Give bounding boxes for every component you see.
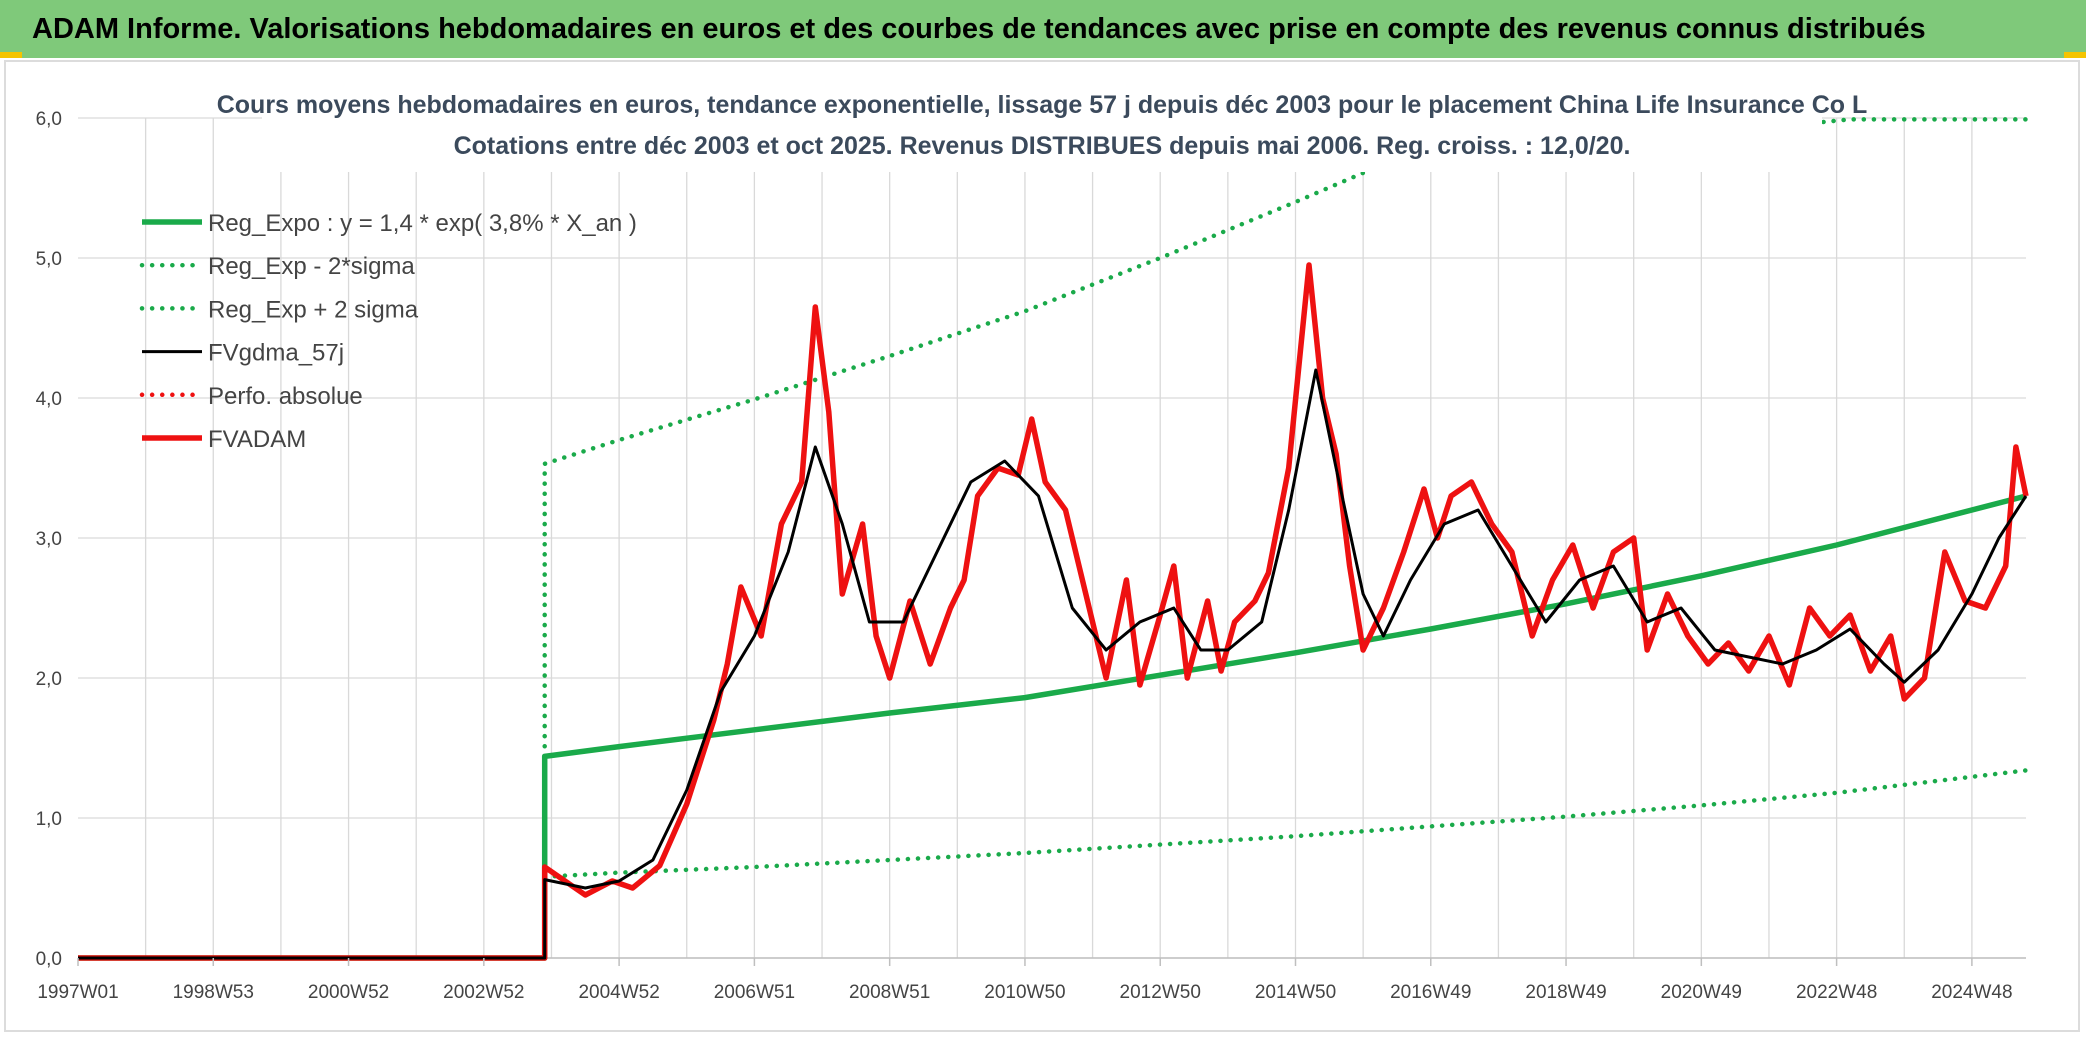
report-banner: ADAM Informe. Valorisations hebdomadaire… — [0, 0, 2086, 58]
chart-frame — [4, 60, 2080, 1032]
x-tick-label: 2024W48 — [1931, 982, 2012, 1003]
x-tick-label: 2012W50 — [1120, 982, 1201, 1003]
legend-label: Perfo. absolue — [208, 383, 363, 410]
report-title: ADAM Informe. Valorisations hebdomadaire… — [32, 13, 1926, 45]
legend-label: FVgdma_57j — [208, 340, 344, 367]
series-line-4 — [78, 262, 2029, 961]
y-tick-label: 0,0 — [36, 949, 62, 970]
legend-label: Reg_Exp - 2*sigma — [208, 253, 415, 280]
banner-corner-left — [0, 52, 22, 58]
legend-label: Reg_Exp + 2 sigma — [208, 296, 419, 323]
x-tick-label: 2000W52 — [308, 982, 389, 1003]
x-tick-label: 2018W49 — [1525, 982, 1606, 1003]
y-tick-label: 4,0 — [36, 389, 62, 410]
legend: Reg_Expo : y = 1,4 * exp( 3,8% * X_an ) R… — [139, 210, 637, 453]
x-tick-label: 2002W52 — [443, 982, 524, 1003]
x-tick-label: 2010W50 — [984, 982, 1065, 1003]
y-tick-label: 1,0 — [36, 809, 62, 830]
legend-label: Reg_Expo : y = 1,4 * exp( 3,8% * X_an ) — [208, 210, 637, 237]
grid — [78, 117, 2026, 959]
y-tick-label: 2,0 — [36, 669, 62, 690]
chart-title-line-1: Cours moyens hebdomadaires en euros, ten… — [217, 91, 1868, 119]
chart-title-line-2: Cotations entre déc 2003 et oct 2025. Re… — [454, 132, 1631, 160]
series-line-0 — [78, 493, 2027, 961]
x-tick-label: 2008W51 — [849, 982, 930, 1003]
x-tick-label: 1998W53 — [173, 982, 254, 1003]
series-line-1 — [542, 768, 2029, 880]
x-tick-label: 1997W01 — [37, 982, 118, 1003]
x-tick-label: 2022W48 — [1796, 982, 1877, 1003]
x-tick-label: 2016W49 — [1390, 982, 1471, 1003]
x-tick-label: 2006W51 — [714, 982, 795, 1003]
x-tick-label: 2014W50 — [1255, 982, 1336, 1003]
banner-corner-right — [2064, 52, 2086, 58]
chart-title: Cours moyens hebdomadaires en euros, ten… — [217, 82, 1868, 172]
y-tick-label: 3,0 — [36, 529, 62, 550]
title-background — [262, 82, 1822, 172]
series-line-3 — [78, 368, 2028, 960]
series-layer — [78, 117, 2029, 961]
tick-labels: 0,0 1,0 2,0 3,0 4,0 5,0 6,0 1997W01 1998W53 2000W… — [36, 109, 2013, 1003]
series-line-2 — [542, 117, 2029, 759]
x-tick-label: 2004W52 — [578, 982, 659, 1003]
legend-label: FVADAM — [208, 426, 306, 453]
y-tick-label: 6,0 — [36, 109, 62, 130]
x-tick-label: 2020W49 — [1661, 982, 1742, 1003]
y-tick-label: 5,0 — [36, 249, 62, 270]
